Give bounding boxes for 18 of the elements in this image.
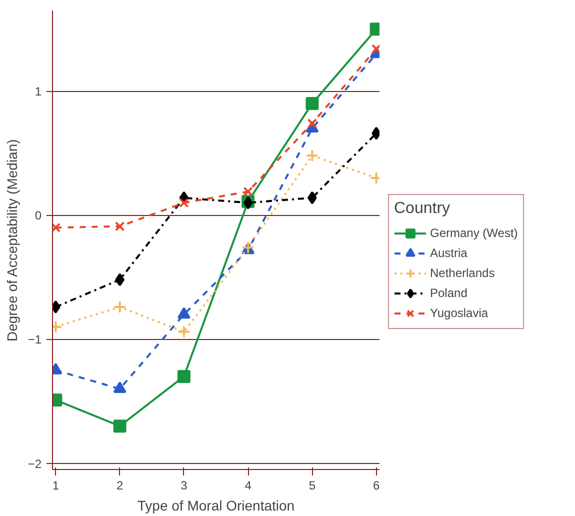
legend-label: Poland	[430, 286, 468, 300]
legend-label: Yugoslavia	[430, 306, 488, 320]
x-tick-label: 5	[308, 478, 316, 492]
legend-label: Germany (West)	[430, 226, 518, 240]
legend-label: Austria	[430, 246, 468, 260]
x-tick-label: 6	[372, 478, 380, 492]
x-axis-title: Type of Moral Orientation	[137, 498, 295, 514]
legend-title: Country	[394, 200, 452, 218]
x-tick-label: 4	[244, 478, 252, 492]
x-tick-label: 3	[180, 478, 188, 492]
x-tick-label: 1	[52, 478, 60, 492]
x-tick-label: 2	[116, 478, 124, 492]
legend-label: Netherlands	[430, 266, 495, 280]
y-tick-label: −1	[28, 332, 42, 347]
y-tick-label: −2	[28, 456, 42, 471]
y-tick-label: 0	[34, 208, 42, 223]
y-tick-label: 1	[34, 84, 42, 99]
y-axis-title: Degree of Acceptability (Median)	[4, 139, 20, 342]
